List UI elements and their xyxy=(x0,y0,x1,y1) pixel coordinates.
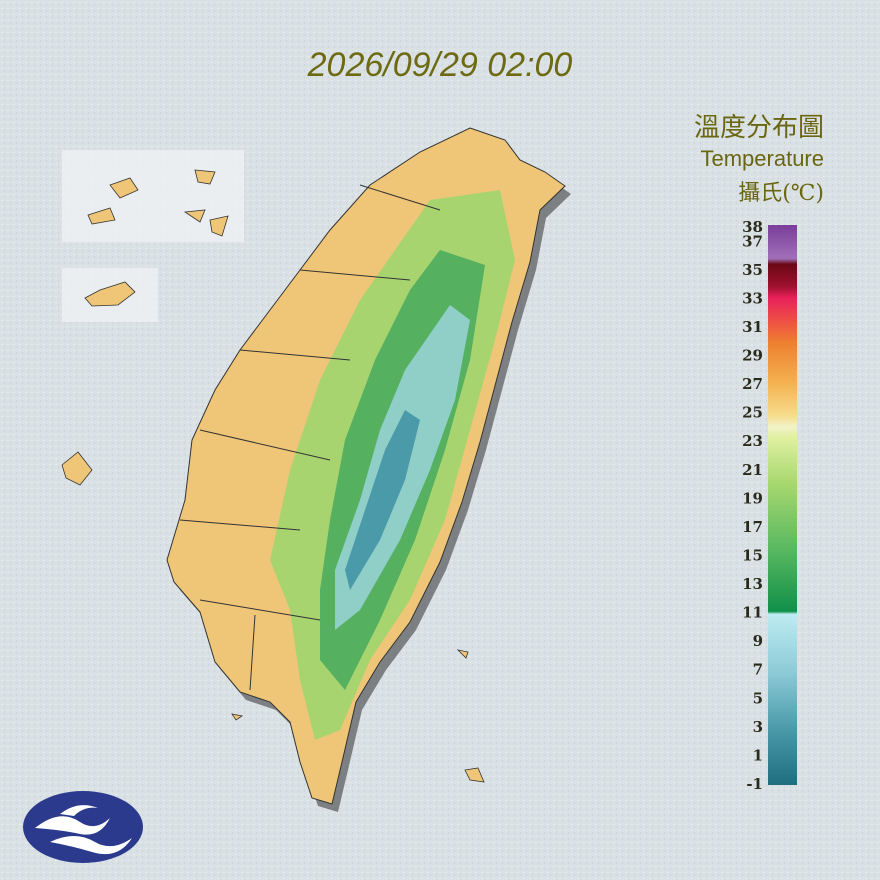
legend-tick-label: 5 xyxy=(753,689,763,707)
color-bar xyxy=(768,225,797,785)
legend-tick-label: 15 xyxy=(742,546,763,564)
legend-title: 溫度分布圖 xyxy=(694,113,824,143)
legend-tick-label: 25 xyxy=(742,404,763,422)
legend-tick-label: 29 xyxy=(742,347,763,365)
legend-tick-label: 9 xyxy=(753,632,763,650)
legend-tick-label: 1 xyxy=(753,746,763,764)
taiwan xyxy=(166,127,571,812)
legend-tick-label: 21 xyxy=(742,461,763,479)
legend-subtitle: Temperature xyxy=(700,146,824,171)
legend-tick-label: 27 xyxy=(742,375,763,393)
legend-tick-label: 37 xyxy=(742,232,763,250)
legend-unit: 攝氏(℃) xyxy=(738,181,824,206)
legend-tick-label: 7 xyxy=(753,661,763,679)
legend-tick-label: 31 xyxy=(742,318,763,336)
legend-tick-label: -1 xyxy=(746,775,763,793)
legend-tick-label: 38 xyxy=(742,218,763,236)
legend-tick-label: 19 xyxy=(742,489,763,507)
legend-tick-label: 35 xyxy=(742,261,763,279)
logo xyxy=(23,791,143,863)
legend-tick-label: 33 xyxy=(742,289,763,307)
map-title: 2026/09/29 02:00 xyxy=(307,46,573,84)
islands xyxy=(61,150,485,783)
legend-tick-label: 23 xyxy=(742,432,763,450)
legend-tick-label: 11 xyxy=(742,604,763,622)
legend: 溫度分布圖 Temperature 攝氏(℃) 3837353331292725… xyxy=(694,113,824,793)
legend-tick-label: 3 xyxy=(753,718,763,736)
legend-tick-label: 13 xyxy=(742,575,763,593)
legend-tick-label: 17 xyxy=(742,518,763,536)
